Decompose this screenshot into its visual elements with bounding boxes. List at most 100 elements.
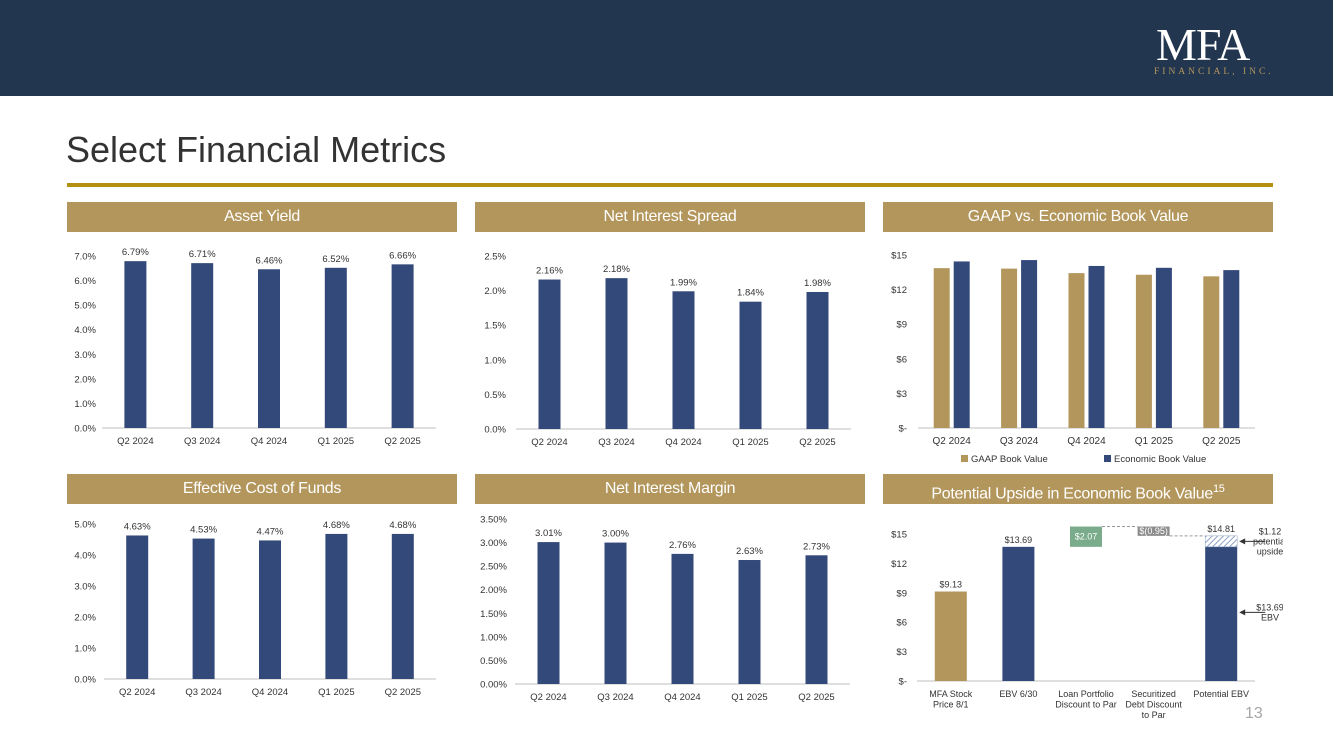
x-tick-label: Price 8/1: [933, 700, 969, 710]
annotation-text: potential: [1253, 536, 1283, 546]
data-label: 6.66%: [389, 250, 416, 261]
bar: [738, 560, 761, 684]
footnote-marker: 15: [1212, 483, 1225, 495]
panel-header-cost-of-funds: Effective Cost of Funds: [67, 474, 457, 504]
x-tick-label: Q2 2024: [117, 436, 153, 447]
bar: [258, 269, 280, 428]
upside-hatch-bar: [1204, 535, 1238, 548]
y-tick-label: 2.50%: [480, 562, 507, 573]
data-label: $2.07: [1075, 532, 1098, 542]
y-tick-label: $-: [899, 424, 907, 435]
y-tick-label: $3: [896, 389, 907, 400]
gaap-bar: [1068, 273, 1085, 428]
data-label: 2.18%: [603, 264, 630, 275]
data-label: 3.00%: [602, 529, 629, 540]
data-label: 2.63%: [736, 546, 763, 557]
bar: [739, 301, 762, 429]
potential-upside-chart: $- $3 $6 $9 $12 $15 $9.13 $13.69 $2.07 $(0.95) $14…: [891, 524, 1283, 720]
legend-swatch: [961, 455, 968, 462]
y-tick-label: 0.0%: [74, 675, 96, 686]
bar: [391, 533, 414, 679]
panel-header-potential-upside-text: Potential Upside in Economic Book Value: [931, 485, 1213, 503]
x-tick-label: Debt Discount: [1125, 700, 1182, 710]
bar: [604, 542, 627, 684]
panel-header-net-interest-spread: Net Interest Spread: [475, 202, 865, 232]
data-label: 4.63%: [124, 521, 151, 532]
data-label: 2.73%: [803, 541, 830, 552]
page-title: Select Financial Metrics: [66, 129, 447, 170]
panel-header-net-interest-margin: Net Interest Margin: [475, 474, 865, 504]
bar: [671, 553, 694, 684]
x-tick-label: Q3 2024: [597, 692, 633, 703]
annotation-arrow-head: [1239, 538, 1246, 545]
x-tick-label: Q4 2024: [251, 436, 287, 447]
x-tick-label: Q2 2025: [1202, 436, 1241, 447]
data-label: 6.52%: [322, 254, 349, 265]
x-tick-label: Q4 2024: [252, 687, 288, 698]
x-tick-label: Q2 2024: [933, 436, 972, 447]
x-tick-label: Q2 2025: [799, 437, 835, 448]
y-tick-label: 1.5%: [484, 321, 506, 332]
data-label: 2.16%: [536, 266, 563, 277]
x-tick-label: Q4 2024: [665, 437, 701, 448]
x-tick-label: Q3 2024: [598, 437, 634, 448]
x-tick-label: Q1 2025: [731, 692, 767, 703]
y-tick-label: 1.50%: [480, 609, 507, 620]
y-tick-label: 3.0%: [74, 582, 96, 593]
y-tick-label: 6.0%: [74, 276, 96, 287]
gaap-bar: [933, 268, 950, 428]
x-tick-label: Q1 2025: [732, 437, 768, 448]
bar: [192, 538, 215, 679]
y-tick-label: $-: [899, 677, 907, 688]
y-tick-label: 5.0%: [74, 301, 96, 312]
y-tick-label: 0.0%: [74, 424, 96, 435]
x-tick-label: Q2 2025: [798, 692, 834, 703]
bar: [605, 278, 628, 429]
net-interest-margin-chart: 0.00% 0.50% 1.00% 1.50% 2.00% 2.50% 3.00% 3.50%…: [480, 515, 850, 703]
y-tick-label: 1.00%: [480, 632, 507, 643]
y-tick-label: 0.00%: [480, 680, 507, 691]
waterfall-bar: [1205, 546, 1238, 681]
y-tick-label: 3.0%: [74, 350, 96, 361]
x-tick-label: Q2 2025: [385, 687, 421, 698]
page-number: 13: [1245, 705, 1263, 722]
x-tick-label: Q2 2024: [530, 692, 566, 703]
cost-of-funds-chart: 0.0% 1.0% 2.0% 3.0% 4.0% 5.0% 4.63% Q2 2024 4.53…: [74, 520, 436, 698]
data-label: 1.84%: [737, 288, 764, 299]
panel-header-gaap-vs-ebv: GAAP vs. Economic Book Value: [883, 202, 1273, 232]
bar: [325, 533, 348, 679]
panel-header-potential-upside: Potential Upside in Economic Book Value1…: [883, 474, 1273, 504]
data-label: 6.71%: [189, 249, 216, 260]
logo-subtitle: FINANCIAL, INC.: [1154, 67, 1274, 77]
legend-label: Economic Book Value: [1114, 454, 1206, 465]
y-tick-label: 7.0%: [74, 252, 96, 263]
annotation-text: EBV: [1261, 612, 1279, 622]
net-interest-spread-chart: 0.0% 0.5% 1.0% 1.5% 2.0% 2.5% 2.16% Q2 2024 2.18…: [484, 252, 851, 448]
x-tick-label: Q1 2025: [1135, 436, 1174, 447]
panel-header-asset-yield: Asset Yield: [67, 202, 457, 232]
data-label: $9.13: [940, 580, 963, 590]
y-tick-label: 0.5%: [484, 390, 506, 401]
x-tick-label: Potential EBV: [1193, 689, 1249, 699]
y-tick-label: 0.0%: [484, 425, 506, 436]
bar: [672, 291, 695, 429]
waterfall-bar: [1137, 526, 1170, 536]
legend-label: GAAP Book Value: [971, 454, 1048, 465]
y-tick-label: 1.0%: [74, 399, 96, 410]
data-label: 4.68%: [323, 520, 350, 531]
y-tick-label: 5.0%: [74, 520, 96, 531]
y-tick-label: 4.0%: [74, 551, 96, 562]
data-label: 2.76%: [669, 540, 696, 551]
title-divider: [67, 183, 1273, 187]
x-tick-label: to Par: [1142, 710, 1166, 720]
data-label: 3.01%: [535, 528, 562, 539]
x-tick-label: Q4 2024: [664, 692, 700, 703]
x-tick-label: MFA Stock: [929, 689, 973, 699]
y-tick-label: 2.0%: [74, 613, 96, 624]
waterfall-bar: [934, 591, 967, 681]
y-tick-label: $15: [891, 251, 907, 262]
data-label: 4.68%: [389, 520, 416, 531]
data-label: $(0.95): [1139, 526, 1168, 536]
data-label: 1.99%: [670, 277, 697, 288]
y-tick-label: 3.00%: [480, 538, 507, 549]
